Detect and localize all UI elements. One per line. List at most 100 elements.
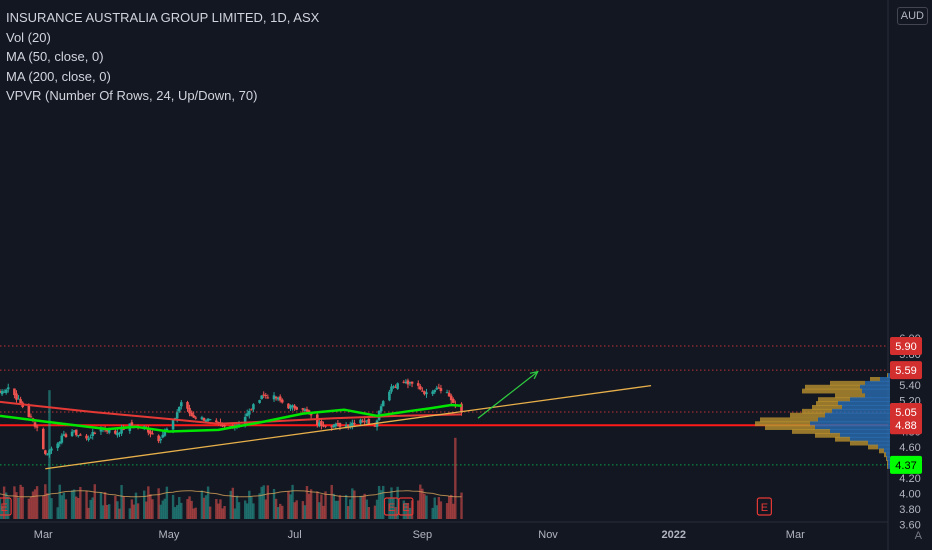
volume-bar <box>178 496 181 519</box>
volume-bar <box>264 499 267 519</box>
candle-body <box>435 387 439 390</box>
volume-ma-line <box>0 490 462 498</box>
candle-body <box>264 395 268 397</box>
currency-label[interactable]: AUD <box>896 7 928 25</box>
volume-bar <box>388 497 391 519</box>
candle-body <box>390 386 393 392</box>
candle-body <box>402 381 406 383</box>
time-tick-label: Mar <box>786 529 805 541</box>
volume-profile-down-bar <box>887 464 888 469</box>
volume-bar <box>204 495 208 519</box>
candle-body <box>107 429 111 433</box>
candle-body <box>200 417 204 420</box>
candle-body <box>245 413 249 417</box>
volume-profile-down-bar <box>884 452 886 458</box>
candle-body <box>260 395 263 400</box>
candle-body <box>46 454 49 456</box>
candle-body <box>17 398 20 400</box>
earnings-marker-label: E <box>0 502 7 514</box>
candle-body <box>272 395 276 400</box>
volume-bar <box>192 508 195 519</box>
time-tick-label: Sep <box>413 529 433 541</box>
volume-bar <box>421 488 424 519</box>
candle-body <box>276 397 280 400</box>
candle-body <box>287 403 290 409</box>
candle-body <box>330 426 334 428</box>
volume-profile-down-bar <box>887 460 888 465</box>
volume-profile-down-bar <box>835 436 850 442</box>
volume-bar <box>262 485 265 519</box>
candle-body <box>93 432 97 434</box>
earnings-marker-label: E <box>761 502 768 514</box>
candle-body <box>157 435 160 442</box>
legend-vol[interactable]: Vol (20) <box>6 29 51 45</box>
candle-body <box>419 386 422 390</box>
volume-profile-up-bar <box>842 404 890 410</box>
volume-bar <box>103 492 107 519</box>
volume-profile-down-bar <box>765 425 815 430</box>
volume-profile-down-bar <box>870 377 880 382</box>
volume-bar <box>406 503 410 519</box>
volume-profile-up-bar <box>810 421 890 427</box>
volume-profile-up-bar <box>840 432 890 438</box>
candle-body <box>344 425 348 427</box>
auto-scale-button[interactable]: A <box>914 530 922 542</box>
volume-bar <box>15 492 18 519</box>
volume-bar <box>77 498 80 519</box>
legend-vpvr[interactable]: VPVR (Number Of Rows, 24, Up/Down, 70) <box>6 88 258 103</box>
volume-bar <box>243 500 247 519</box>
volume-bar <box>276 507 280 519</box>
candle-body <box>87 438 90 440</box>
legend-ma50[interactable]: MA (50, close, 0) <box>6 49 104 64</box>
volume-profile-up-bar <box>888 373 890 378</box>
candle-body <box>60 435 64 443</box>
volume-bar <box>91 497 94 519</box>
volume-bar <box>0 498 2 519</box>
candle-body <box>309 414 313 416</box>
candle-body <box>289 405 292 409</box>
volume-bar <box>134 492 138 519</box>
volume-bar <box>58 484 61 519</box>
legend-title[interactable]: INSURANCE AUSTRALIA GROUP LIMITED, 1D, A… <box>6 10 320 25</box>
volume-profile-down-bar <box>805 384 860 390</box>
volume-bar <box>293 502 296 519</box>
volume-bar <box>200 490 204 519</box>
volume-bar <box>221 508 224 519</box>
volume-bar <box>114 495 117 519</box>
candle-body <box>194 417 198 419</box>
volume-bar <box>235 495 239 519</box>
volume-bar <box>165 486 169 519</box>
candle-body <box>392 386 395 388</box>
volume-bar <box>136 503 140 519</box>
volume-bar <box>291 484 294 519</box>
volume-bar <box>85 491 88 519</box>
volume-profile-up-bar <box>850 436 890 442</box>
earnings-marker-box <box>756 497 772 516</box>
candle-body <box>147 428 150 433</box>
price-tick-label: 4.00 <box>899 489 920 501</box>
volume-bar <box>29 496 33 519</box>
volume-bar <box>295 500 298 519</box>
volume-profile-up-bar <box>815 425 890 430</box>
candle-body <box>416 383 420 386</box>
volume-bar <box>316 491 319 519</box>
candle-body <box>252 404 255 410</box>
volume-profile-down-bar <box>868 444 878 450</box>
price-label-text: 5.59 <box>895 365 916 377</box>
volume-bar <box>301 501 305 519</box>
volume-bar <box>417 500 420 519</box>
volume-bar <box>233 508 237 519</box>
time-tick-label: 2022 <box>661 529 685 541</box>
candle-body <box>237 424 241 426</box>
candle-body <box>293 405 296 409</box>
volume-bar <box>410 500 414 519</box>
volume-bar <box>334 500 338 519</box>
legend-ma200[interactable]: MA (200, close, 0) <box>6 68 111 84</box>
volume-bar <box>143 490 146 519</box>
volume-bar <box>365 499 368 519</box>
volume-bar <box>246 503 249 519</box>
candle-body <box>27 405 31 417</box>
candle-body <box>410 381 414 384</box>
candle-body <box>439 388 443 392</box>
